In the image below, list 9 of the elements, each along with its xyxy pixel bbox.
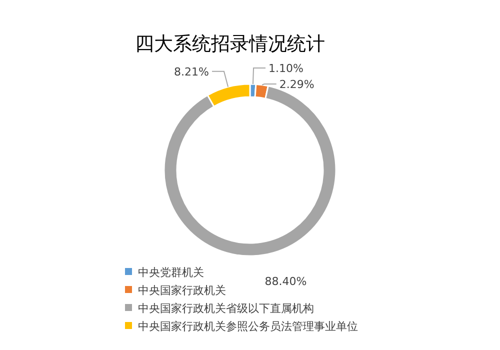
data-label: 88.40% [264, 274, 307, 288]
data-label: 1.10% [268, 62, 304, 76]
legend-label: 中央国家行政机关参照公务员法管理事业单位 [138, 320, 358, 333]
legend-label: 中央党群机关 [138, 266, 204, 279]
data-label: 2.29% [279, 78, 314, 92]
legend-label: 中央国家行政机关 [138, 284, 226, 297]
chart-title: 四大系统招录情况统计 [135, 33, 325, 55]
legend-label: 中央国家行政机关省级以下直属机构 [138, 302, 314, 315]
data-label: 8.21% [174, 65, 209, 78]
